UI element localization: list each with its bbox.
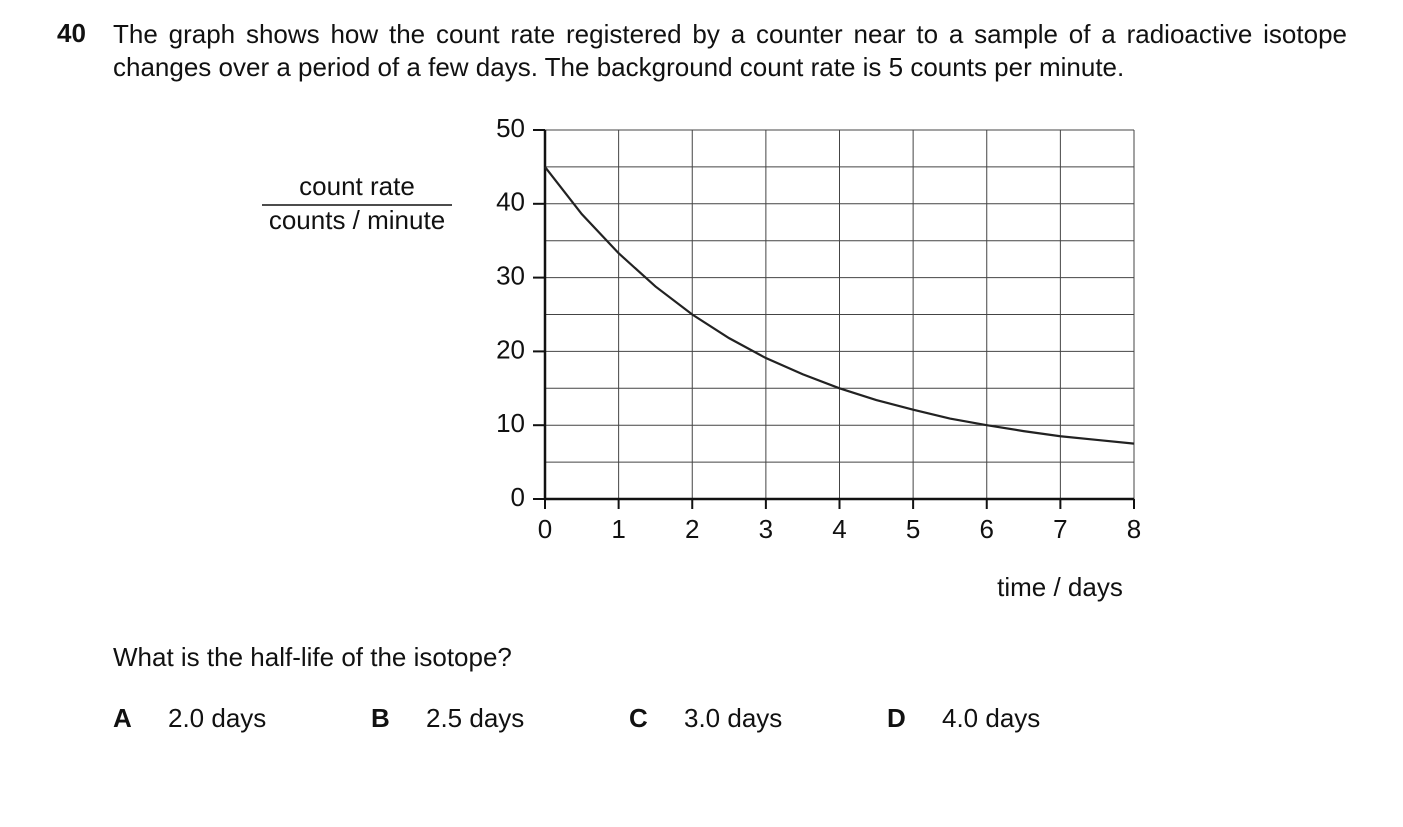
- x-tick-label: 6: [980, 514, 994, 544]
- option-letter: A: [113, 703, 132, 733]
- option-text: 3.0 days: [684, 703, 783, 733]
- prompt: What is the half-life of the isotope?: [113, 642, 512, 672]
- x-tick-label: 2: [685, 514, 699, 544]
- x-tick-label: 4: [832, 514, 846, 544]
- y-label-top: count rate: [299, 171, 415, 201]
- y-tick-label: 10: [496, 408, 525, 438]
- curve: [544, 166, 1135, 445]
- question-text: The graph shows how the count rate regis…: [113, 19, 1347, 82]
- option-text: 2.0 days: [168, 703, 267, 733]
- option-text: 2.5 days: [426, 703, 525, 733]
- x-label: time / days: [997, 572, 1123, 602]
- y-tick-label: 0: [511, 482, 525, 512]
- x-tick-label: 1: [611, 514, 625, 544]
- option-letter: D: [887, 703, 906, 733]
- x-tick-label: 7: [1053, 514, 1067, 544]
- y-tick-label: 40: [496, 187, 525, 217]
- x-tick-label: 5: [906, 514, 920, 544]
- y-tick-label: 20: [496, 334, 525, 364]
- question-number: 40: [57, 18, 86, 48]
- x-tick-label: 8: [1127, 514, 1141, 544]
- y-label-bottom: counts / minute: [269, 205, 445, 235]
- option-letter: C: [629, 703, 648, 733]
- option-text: 4.0 days: [942, 703, 1041, 733]
- x-tick-label: 0: [538, 514, 552, 544]
- y-tick-label: 50: [496, 113, 525, 143]
- y-tick-label: 30: [496, 260, 525, 290]
- x-tick-label: 3: [759, 514, 773, 544]
- option-letter: B: [371, 703, 390, 733]
